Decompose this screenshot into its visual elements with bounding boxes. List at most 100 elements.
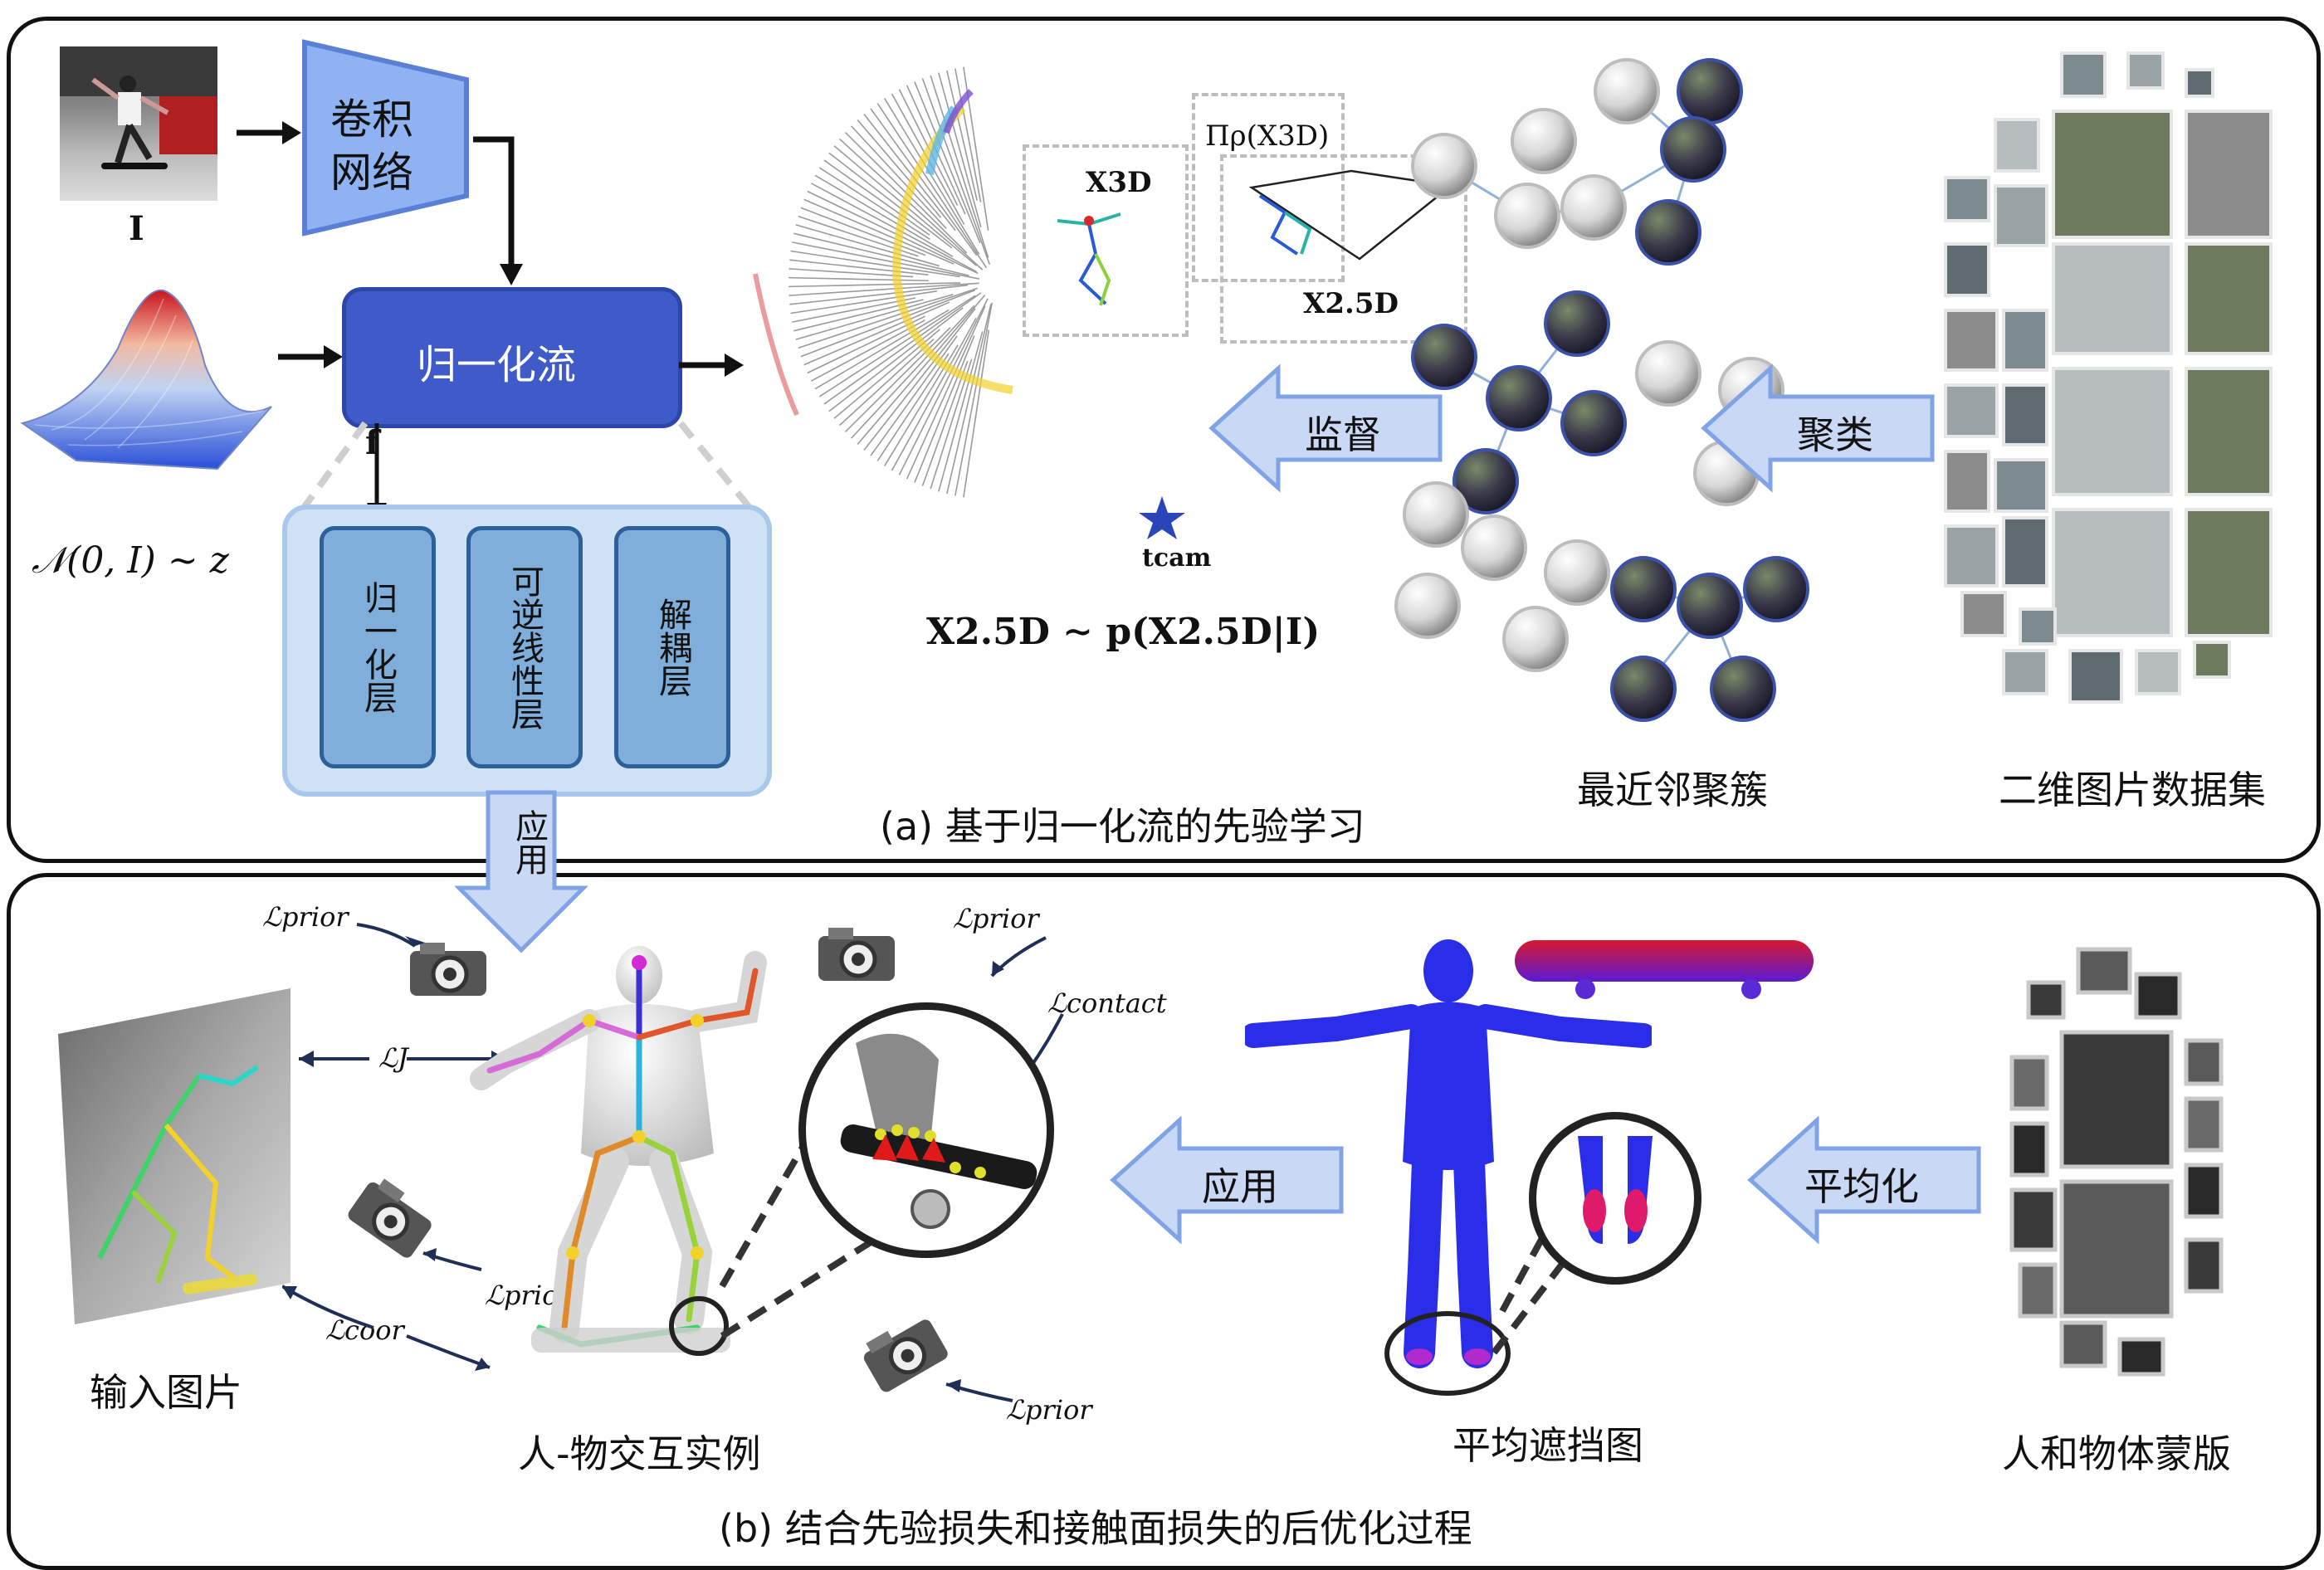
- pose-sample-line: [792, 297, 916, 323]
- average-arrow: [1747, 1115, 1981, 1245]
- nn-cluster-caption: 最近邻聚簇: [1577, 768, 1768, 812]
- cluster-bubble: [1660, 116, 1726, 183]
- input-image-perspective: [58, 988, 290, 1324]
- hoi-caption: 人-物交互实例: [518, 1431, 761, 1476]
- cluster-bubble: [1394, 573, 1461, 639]
- pose-sample-line: [946, 70, 978, 201]
- pose-sample-line: [814, 309, 950, 390]
- apply-down-label-overlay: 应用: [510, 809, 548, 875]
- pose-sample-line: [914, 81, 981, 244]
- pose-sample-line: [790, 250, 960, 278]
- cluster-bubble: [1411, 133, 1477, 199]
- dataset-tile: [2052, 508, 2173, 637]
- x25d-box: [1220, 154, 1467, 344]
- projection-box: [1192, 93, 1345, 282]
- pose-sample-line: [795, 224, 940, 267]
- mask-tile: [2184, 1038, 2224, 1086]
- pose-sample-line: [863, 114, 956, 232]
- feet-circle-small: [1384, 1311, 1511, 1396]
- input-image-caption: 输入图片: [90, 1370, 242, 1415]
- projection-label: Πρ(X3D): [1205, 119, 1330, 153]
- pose-sample-line: [828, 307, 964, 412]
- dataset-tile: [1944, 176, 1990, 222]
- dataset-tile: [1944, 383, 1999, 438]
- dataset-tile: [2185, 242, 2273, 355]
- cluster-bubble: [1494, 183, 1560, 249]
- contact-zoom-circle: [798, 1002, 1054, 1258]
- mask-tile: [2184, 1237, 2224, 1294]
- pose-sample-line: [789, 284, 969, 305]
- cluster-bubble: [1544, 539, 1610, 606]
- pose-sample-line: [810, 319, 925, 382]
- pose-sample-line: [930, 75, 989, 258]
- mask-tile: [2059, 1179, 2174, 1319]
- cluster-bubble: [1710, 656, 1776, 722]
- pose-sample-line: [921, 360, 969, 486]
- dataset-tile: [2052, 242, 2173, 355]
- pose-sample-line: [798, 287, 979, 349]
- pose-sample-line: [810, 183, 978, 273]
- pose-sample-line: [863, 308, 976, 451]
- pose-sample-line: [884, 98, 980, 255]
- camera-icon-2: [818, 928, 895, 981]
- input-image-label: I: [129, 209, 144, 248]
- cnn-label-line2: 网络: [330, 149, 413, 197]
- camera-star: [1139, 496, 1185, 539]
- average-occlusion-skateboard: [1515, 940, 1814, 999]
- pose-sample-line: [818, 167, 930, 241]
- dataset-tile: [2068, 649, 2123, 704]
- cluster-bubble: [1610, 656, 1677, 722]
- mask-caption: 人和物体蒙版: [2002, 1431, 2231, 1476]
- pose-sample-line: [921, 78, 991, 266]
- supervise-label: 监督: [1305, 412, 1381, 457]
- mask-tile: [2018, 1262, 2058, 1319]
- cluster-bubble: [1511, 108, 1577, 174]
- pose-sample-line: [803, 301, 950, 366]
- dataset-tile: [2002, 309, 2048, 372]
- pose-sample-line: [963, 329, 990, 498]
- nearest-neighbor-clusters: [1394, 58, 1809, 722]
- skater-figure: [60, 46, 217, 169]
- pose-sample-line: [814, 174, 954, 257]
- cluster-bubble: [1502, 606, 1569, 672]
- gaussian-surface: [20, 289, 272, 471]
- mask-collage: [2009, 946, 2224, 1377]
- gaussian-label: 𝒩(0, I) ∼ z: [32, 539, 229, 582]
- dataset-tile: [2185, 68, 2214, 98]
- arrow-flow-to-output: [679, 353, 744, 377]
- dataset-tile: [1944, 309, 1999, 372]
- loss-prior-label-2: ℒprior: [953, 903, 1039, 934]
- pose-sample-line: [790, 290, 938, 314]
- pose-sample-line: [803, 198, 954, 265]
- pose-sample-line: [828, 152, 953, 249]
- pose-sample-line: [876, 103, 988, 269]
- hoi-contact-circle-small: [669, 1296, 729, 1356]
- dataset-tile: [2002, 383, 2048, 446]
- cluster-bubble: [1677, 573, 1743, 639]
- camera-icon-1: [410, 943, 486, 996]
- x3d-skeleton: [1057, 212, 1121, 306]
- arrow-cnn-to-flow: [473, 136, 523, 285]
- pose-sample-line: [857, 295, 986, 445]
- pose-sample-line: [823, 159, 930, 236]
- pose-sample-line: [851, 125, 947, 229]
- pose-sample-line: [938, 331, 984, 492]
- distribution-label: X2.5D ∼ p(X2.5D|I): [926, 611, 1321, 653]
- mask-tile: [2184, 1096, 2224, 1153]
- dataset-collage: [1942, 50, 2282, 714]
- pose-sample-line: [839, 138, 984, 271]
- pose-sample-line: [788, 282, 961, 288]
- mask-tile: [2184, 1163, 2224, 1219]
- pose-sample-line: [795, 294, 954, 340]
- pose-sample-line: [807, 190, 979, 275]
- mask-tile: [2009, 1055, 2049, 1111]
- x25d-label: X2.5D: [1303, 287, 1399, 320]
- cluster-bubble: [1635, 199, 1702, 266]
- cnn-block: [302, 39, 469, 236]
- dataset-tile: [1944, 524, 1999, 588]
- x3d-label: X3D: [1086, 166, 1152, 199]
- pose-sample-line: [788, 276, 929, 282]
- cluster-bubble: [1560, 390, 1627, 456]
- pose-sample-line: [844, 327, 951, 433]
- pose-sample-line: [898, 298, 989, 475]
